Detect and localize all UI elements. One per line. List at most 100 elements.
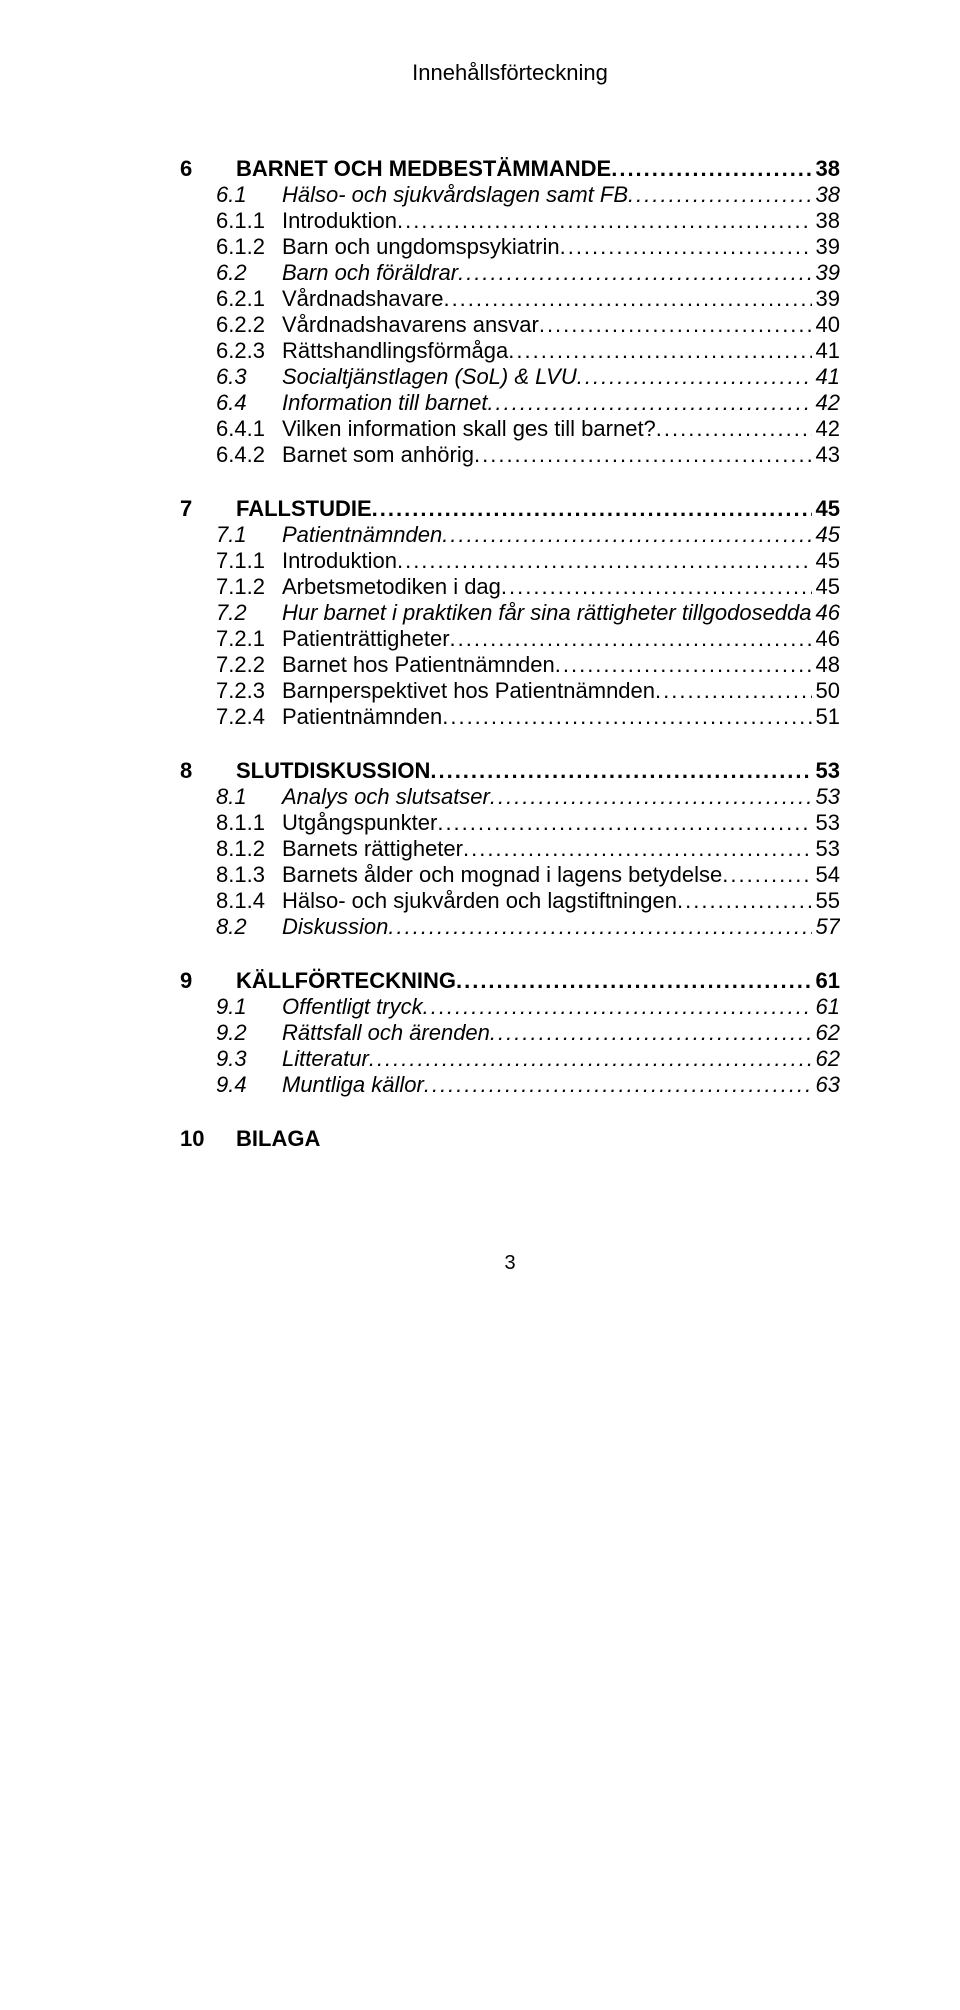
toc-label: Patienträttigheter: [282, 626, 450, 652]
toc-leader-dots: [463, 836, 812, 862]
toc-number: 6.4: [216, 390, 282, 416]
toc-entry: 6.4Information till barnet42: [180, 390, 840, 416]
toc-label: BARNET OCH MEDBESTÄMMANDE: [236, 156, 611, 182]
toc-number: 7.1: [216, 522, 282, 548]
toc-label: Litteratur: [282, 1046, 369, 1072]
toc-page-number: 53: [812, 836, 840, 862]
toc-label: Vårdnadshavarens ansvar: [282, 312, 539, 338]
toc-entry: 6.2.2Vårdnadshavarens ansvar 40: [180, 312, 840, 338]
toc-entry: 8.1.1Utgångspunkter53: [180, 810, 840, 836]
toc-page-number: 54: [812, 862, 840, 888]
toc-leader-dots: [490, 1020, 812, 1046]
toc-entry: 8.2Diskussion57: [180, 914, 840, 940]
toc-label: KÄLLFÖRTECKNING: [236, 968, 456, 994]
toc-page-number: 38: [812, 208, 840, 234]
toc-leader-dots: [458, 260, 811, 286]
toc-page-number: 61: [812, 994, 840, 1020]
toc-entry: 7.1.2Arbetsmetodiken i dag 45: [180, 574, 840, 600]
toc-label: Offentligt tryck: [282, 994, 423, 1020]
toc-leader-dots: [397, 548, 812, 574]
toc-label: Diskussion: [282, 914, 388, 940]
toc-number: 6.2: [216, 260, 282, 286]
toc-number: 7.2.1: [216, 626, 282, 652]
toc-page-number: 62: [812, 1020, 840, 1046]
toc-page-number: 45: [812, 548, 840, 574]
toc-label: Muntliga källor: [282, 1072, 424, 1098]
toc-leader-dots: [490, 784, 812, 810]
toc-page-number: 62: [812, 1046, 840, 1072]
toc-page-number: 41: [812, 338, 840, 364]
toc-leader-dots: [450, 626, 812, 652]
toc-number: 9: [180, 968, 236, 994]
toc-entry: 8.1.4Hälso- och sjukvården och lagstiftn…: [180, 888, 840, 914]
toc-label: Socialtjänstlagen (SoL) & LVU: [282, 364, 577, 390]
toc-label: Patientnämnden: [282, 704, 442, 730]
toc-entry: 9.2Rättsfall och ärenden62: [180, 1020, 840, 1046]
toc-entry: 9.1Offentligt tryck61: [180, 994, 840, 1020]
toc-label: Arbetsmetodiken i dag: [282, 574, 501, 600]
toc-number: 6.1.1: [216, 208, 282, 234]
toc-number: 9.3: [216, 1046, 282, 1072]
toc-leader-dots: [442, 704, 811, 730]
toc-leader-dots: [369, 1046, 812, 1072]
toc-leader-dots: [539, 312, 812, 338]
toc-entry: 8.1Analys och slutsatser53: [180, 784, 840, 810]
toc-label: Rättshandlingsförmåga: [282, 338, 508, 364]
toc-leader-dots: [430, 758, 811, 784]
toc-page-number: 53: [812, 758, 840, 784]
toc-leader-dots: [722, 862, 811, 888]
toc-entry: 6BARNET OCH MEDBESTÄMMANDE38: [180, 156, 840, 182]
toc-label: Information till barnet: [282, 390, 487, 416]
toc-page-number: 39: [812, 234, 840, 260]
toc-entry: 6.2.3Rättshandlingsförmåga41: [180, 338, 840, 364]
toc-leader-dots: [372, 496, 812, 522]
toc-label: Hur barnet i praktiken får sina rättighe…: [282, 600, 812, 626]
toc-page-number: 53: [812, 784, 840, 810]
toc-number: 6.4.2: [216, 442, 282, 468]
toc-number: 8.1.1: [216, 810, 282, 836]
toc-leader-dots: [424, 1072, 812, 1098]
page-header: Innehållsförteckning: [180, 60, 840, 86]
toc-leader-dots: [388, 914, 811, 940]
toc-page-number: 39: [812, 260, 840, 286]
toc-entry: 7.2.1Patienträttigheter46: [180, 626, 840, 652]
toc-page-number: 63: [812, 1072, 840, 1098]
toc-leader-dots: [442, 522, 811, 548]
toc-page-number: 45: [812, 574, 840, 600]
toc-number: 7.2.4: [216, 704, 282, 730]
toc-entry: 7.2.4Patientnämnden51: [180, 704, 840, 730]
toc-leader-dots: [677, 888, 812, 914]
toc-number: 7.2.3: [216, 678, 282, 704]
toc-number: 6.1: [216, 182, 282, 208]
toc-label: FALLSTUDIE: [236, 496, 372, 522]
toc-number: 8.1.4: [216, 888, 282, 914]
toc-leader-dots: [628, 182, 811, 208]
toc-label: Utgångspunkter: [282, 810, 437, 836]
toc-number: 7.1.2: [216, 574, 282, 600]
toc-entry: 6.2.1Vårdnadshavare39: [180, 286, 840, 312]
toc-number: 8.2: [216, 914, 282, 940]
toc-page-number: 40: [812, 312, 840, 338]
toc-page-number: 42: [812, 416, 840, 442]
toc-entry: 9KÄLLFÖRTECKNING61: [180, 968, 840, 994]
toc-label: Hälso- och sjukvårdslagen samt FB: [282, 182, 628, 208]
toc-page-number: 38: [812, 182, 840, 208]
toc-entry: 7.2.3Barnperspektivet hos Patientnämnden…: [180, 678, 840, 704]
toc-leader-dots: [611, 156, 811, 182]
toc-label: Vårdnadshavare: [282, 286, 443, 312]
toc-number: 6.3: [216, 364, 282, 390]
toc-page-number: 39: [812, 286, 840, 312]
toc-page-number: 50: [812, 678, 840, 704]
toc-label: Barn och föräldrar: [282, 260, 458, 286]
toc-entry: 6.1.2Barn och ungdomspsykiatrin39: [180, 234, 840, 260]
toc-label: Barnets ålder och mognad i lagens betyde…: [282, 862, 722, 888]
toc-label: Hälso- och sjukvården och lagstiftningen: [282, 888, 677, 914]
toc-leader-dots: [656, 416, 812, 442]
toc-number: 8.1.2: [216, 836, 282, 862]
toc-number: 6.2.2: [216, 312, 282, 338]
toc-entry: 9.4Muntliga källor63: [180, 1072, 840, 1098]
toc-number: 8.1.3: [216, 862, 282, 888]
toc-page-number: 43: [812, 442, 840, 468]
toc-number: 7.1.1: [216, 548, 282, 574]
toc-entry: 7.2.2Barnet hos Patientnämnden48: [180, 652, 840, 678]
